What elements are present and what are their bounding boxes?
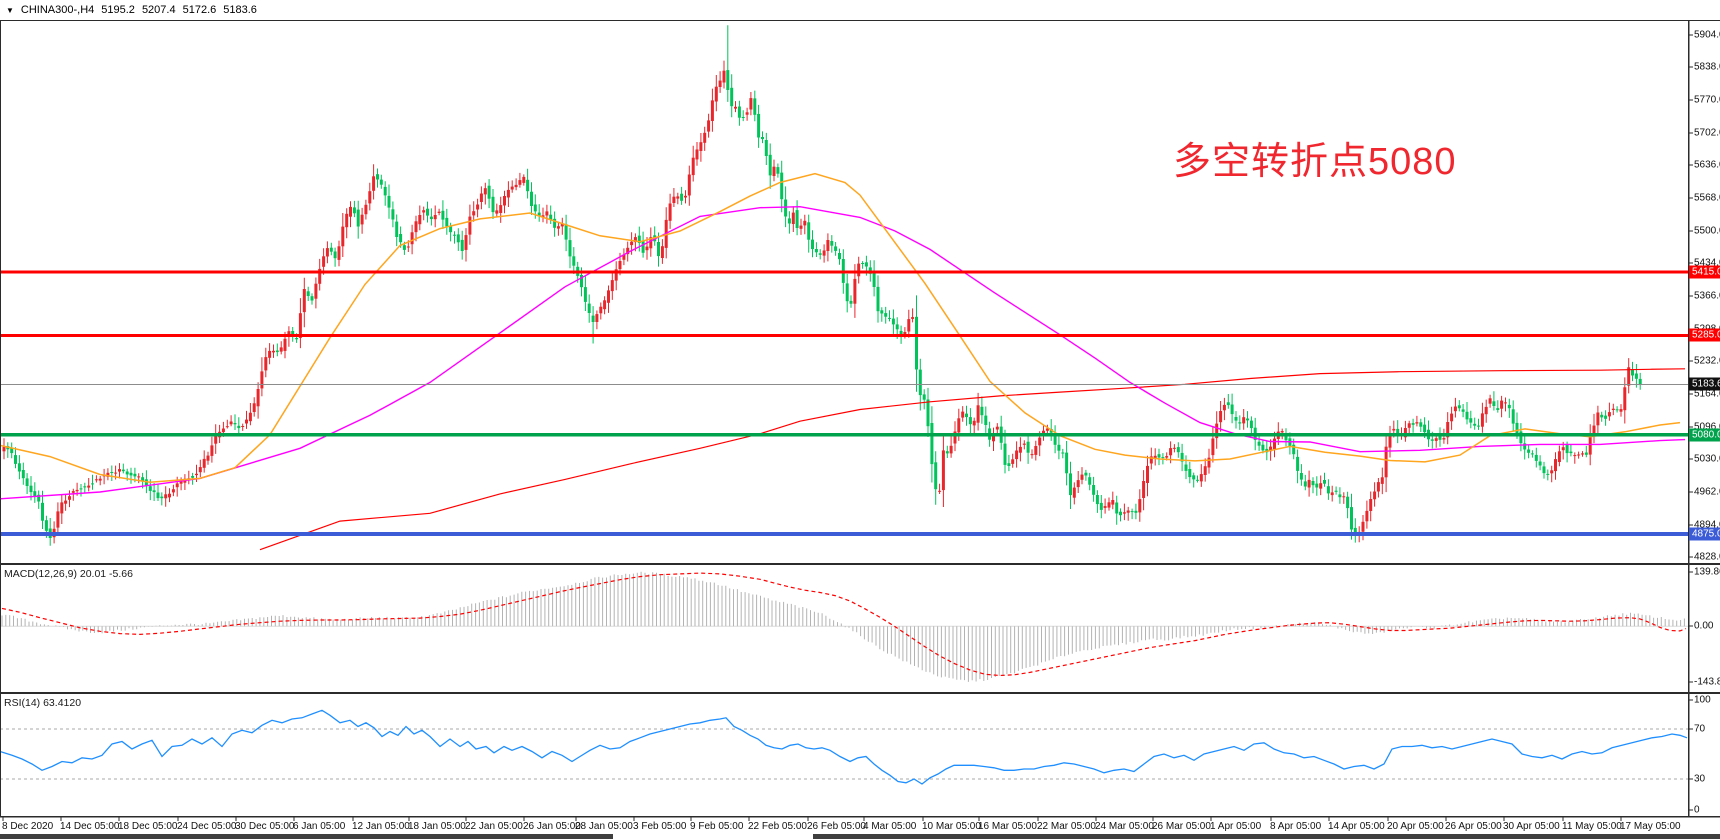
time-axis-label: 17 May 05:00 — [1620, 821, 1681, 832]
time-axis-label: 12 Jan 05:00 — [352, 821, 410, 832]
time-axis-label: 20 Apr 05:00 — [1387, 821, 1444, 832]
quote-close: 5183.6 — [223, 4, 257, 16]
time-axis-label: 8 Dec 2020 — [2, 821, 54, 832]
time-axis-label: 16 Mar 05:00 — [978, 821, 1037, 832]
symbol-timeframe: CHINA300-,H4 — [20, 4, 95, 16]
time-axis-label: 8 Apr 05:00 — [1270, 821, 1322, 832]
time-axis-label: 11 May 05:00 — [1562, 821, 1622, 832]
time-axis-label: 30 Dec 05:00 — [235, 821, 295, 832]
rsi-axis-label: 70 — [1694, 723, 1706, 735]
price-axis-label: 5636.0 — [1694, 159, 1720, 171]
price-axis-label: 5838.0 — [1694, 61, 1720, 73]
price-badge: 5285.0 — [1689, 328, 1720, 342]
time-axis-label: 1 Apr 05:00 — [1210, 821, 1262, 832]
price-axis-label: 4962.0 — [1694, 486, 1720, 498]
quote-low: 5172.6 — [182, 4, 217, 16]
symbol-header: ▼ CHINA300-,H4 5195.2 5207.4 5172.6 5183… — [6, 4, 257, 16]
price-axis-label: 5164.0 — [1694, 388, 1720, 400]
rsi-axis-label: 0 — [1694, 804, 1700, 816]
time-axis-label: 14 Dec 05:00 — [60, 821, 120, 832]
price-badge: 5183.6 — [1689, 377, 1720, 391]
time-axis-label: 18 Jan 05:00 — [408, 821, 466, 832]
macd-axis-label: -143.82 — [1694, 676, 1720, 688]
time-axis-label: 26 Apr 05:00 — [1445, 821, 1502, 832]
quote-open: 5195.2 — [101, 4, 135, 16]
quote-high: 5207.4 — [141, 4, 176, 16]
time-axis-label: 26 Jan 05:00 — [523, 821, 581, 832]
time-axis-label: 18 Dec 05:00 — [118, 821, 178, 832]
macd-axis-label: 0.00 — [1694, 620, 1714, 632]
chart-annotation: 多空转折点5080 — [1173, 141, 1457, 183]
rsi-indicator-label: RSI(14) 63.4120 — [4, 697, 82, 709]
price-badge: 4875.0 — [1689, 527, 1720, 541]
time-axis-label: 24 Mar 05:00 — [1095, 821, 1154, 832]
price-axis-label: 5096.0 — [1694, 421, 1720, 433]
price-axis-label: 5434.0 — [1694, 257, 1720, 269]
rsi-axis-label: 30 — [1694, 773, 1706, 785]
price-axis-label: 5904.0 — [1694, 29, 1720, 41]
price-axis-label: 4828.0 — [1694, 551, 1720, 563]
time-axis-label: 14 Apr 05:00 — [1328, 821, 1385, 832]
price-axis-label: 5232.0 — [1694, 355, 1720, 367]
rsi-axis-label: 100 — [1694, 694, 1711, 706]
time-axis-label: 9 Feb 05:00 — [690, 821, 744, 832]
time-axis-label: 22 Mar 05:00 — [1037, 821, 1096, 832]
time-axis-label: 22 Feb 05:00 — [748, 821, 807, 832]
time-axis-label: 26 Feb 05:00 — [807, 821, 866, 832]
macd-axis-label: 139.86 — [1694, 566, 1720, 578]
price-axis-label: 5702.0 — [1694, 127, 1720, 139]
price-axis-label: 4894.0 — [1694, 519, 1720, 531]
price-axis-label: 5770.0 — [1694, 94, 1720, 106]
price-badge: 5080.0 — [1689, 428, 1720, 442]
macd-indicator-label: MACD(12,26,9) 20.01 -5.66 — [4, 568, 133, 580]
price-axis-label: 5500.0 — [1694, 225, 1720, 237]
time-axis-label: 3 Feb 05:00 — [633, 821, 687, 832]
chevron-down-icon[interactable]: ▼ — [6, 5, 14, 15]
time-axis-label: 6 Jan 05:00 — [293, 821, 346, 832]
price-axis-label: 5030.0 — [1694, 453, 1720, 465]
horizontal-scrollbar[interactable] — [0, 834, 613, 839]
time-axis-label: 4 Mar 05:00 — [863, 821, 917, 832]
time-axis-label: 10 Mar 05:00 — [922, 821, 981, 832]
time-axis-label: 24 Dec 05:00 — [177, 821, 237, 832]
time-axis-label: 30 Apr 05:00 — [1503, 821, 1560, 832]
time-axis-label: 26 Mar 05:00 — [1152, 821, 1211, 832]
time-axis-label: 28 Jan 05:00 — [575, 821, 633, 832]
price-axis-label: 5568.0 — [1694, 192, 1720, 204]
price-badge: 5415.0 — [1689, 265, 1720, 279]
horizontal-scrollbar[interactable] — [813, 834, 1720, 839]
price-axis-label: 5366.0 — [1694, 290, 1720, 302]
time-axis-label: 22 Jan 05:00 — [465, 821, 523, 832]
